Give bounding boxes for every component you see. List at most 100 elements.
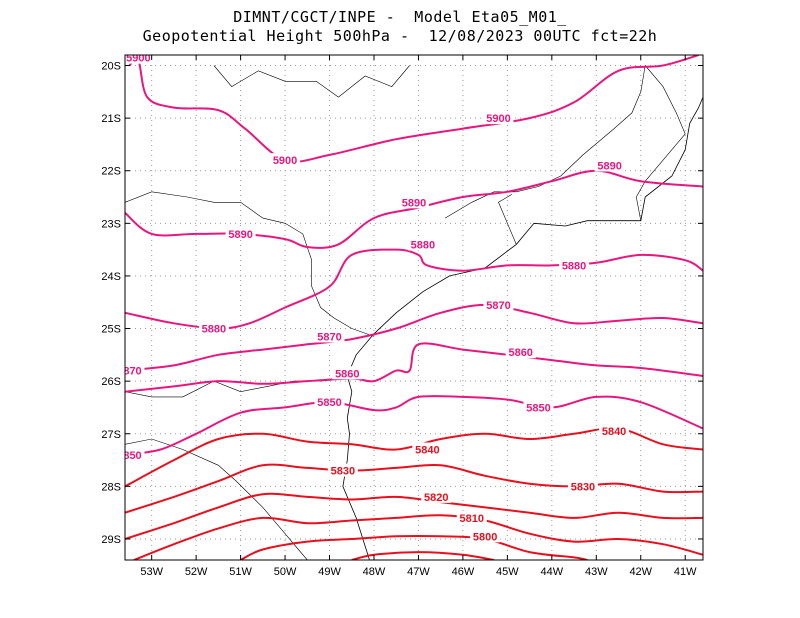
contour-label: 5870 xyxy=(317,331,341,343)
contour-5890: 5890 5890 5890 xyxy=(125,158,703,249)
contour-5820: 5820 xyxy=(125,489,703,540)
contour-label: 5860 xyxy=(508,347,532,359)
state-border xyxy=(125,438,308,560)
geography-layer xyxy=(125,65,703,560)
lat-tick-label: 22S xyxy=(101,166,121,178)
lon-tick-label: 52W xyxy=(185,566,208,578)
contour-label-background xyxy=(225,226,256,240)
contour-label: 5890 xyxy=(402,197,426,209)
axis-labels: 20S 21S 22S 23S 24S 25S 26S 27S 28S 29S 53W 52W 51W 5… xyxy=(101,55,703,578)
contour-label-background xyxy=(125,55,154,64)
lon-tick-label: 53W xyxy=(140,566,163,578)
contour-label-background xyxy=(270,153,301,167)
contour-label: 5850 xyxy=(117,450,141,462)
contour-5900: 5900 5900 5900 xyxy=(125,53,699,167)
lon-tick-label: 42W xyxy=(629,566,652,578)
map-title-line-1: DIMNT/CGCT/INPE - Model Eta05_M01_ xyxy=(233,8,567,26)
contour-label-background xyxy=(327,463,358,477)
contour-line xyxy=(351,551,495,560)
contour-label: 5850 xyxy=(317,397,341,409)
lat-tick-label: 25S xyxy=(101,324,121,336)
contour-line xyxy=(125,492,703,540)
contour-label-background xyxy=(314,395,345,409)
lon-tick-label: 45W xyxy=(496,566,519,578)
contour-line xyxy=(128,55,699,163)
lon-tick-label: 46W xyxy=(452,566,475,578)
contour-label: 5810 xyxy=(460,513,484,525)
lat-tick-label: 27S xyxy=(101,429,121,441)
contour-label-background xyxy=(412,442,443,456)
lat-tick-label: 20S xyxy=(101,61,121,73)
contour-line xyxy=(133,514,703,560)
contour-label-background xyxy=(198,321,229,335)
contour-line xyxy=(125,395,703,456)
contour-layer: 5900590059005890589058905880588058805870… xyxy=(117,53,703,560)
contour-label: 5800 xyxy=(473,531,497,543)
contour-label-background xyxy=(523,400,554,414)
lon-tick-label: 50W xyxy=(274,566,297,578)
contour-label: 5880 xyxy=(411,239,435,251)
contour-label-background xyxy=(125,447,145,461)
contour-label: 5880 xyxy=(562,260,586,272)
contour-label: 5900 xyxy=(486,113,510,125)
lat-tick-label: 29S xyxy=(101,534,121,546)
lon-tick-label: 44W xyxy=(541,566,564,578)
state-border xyxy=(213,65,410,98)
contour-label-background xyxy=(559,258,590,272)
lat-tick-label: 23S xyxy=(101,218,121,230)
lon-tick-label: 43W xyxy=(585,566,608,578)
contour-5800: 5800 xyxy=(240,529,588,560)
contour-label-background xyxy=(332,366,363,380)
contour-5830: 5830 5830 xyxy=(125,463,703,514)
contour-label: 5860 xyxy=(335,368,359,380)
contour-label: 5870 xyxy=(486,300,510,312)
contour-label: 5830 xyxy=(331,466,355,478)
contour-label: 5840 xyxy=(415,445,439,457)
contour-5810: 5810 xyxy=(133,510,703,560)
contour-5860: 5860 5860 xyxy=(125,342,703,393)
contour-label-background xyxy=(421,489,452,503)
map-frame xyxy=(124,54,704,561)
contour-label: 5850 xyxy=(526,402,550,414)
contour-line xyxy=(125,342,703,393)
contour-label-background xyxy=(470,529,501,543)
lon-tick-label: 47W xyxy=(407,566,430,578)
contour-label: 5820 xyxy=(424,492,448,504)
contour-label: 5880 xyxy=(202,324,226,336)
contour-5850: 5850 5850 5850 xyxy=(117,395,703,462)
contour-line xyxy=(125,248,703,330)
contour-label-background xyxy=(125,363,145,377)
contour-label: 5870 xyxy=(117,366,141,378)
state-border xyxy=(635,65,686,221)
lon-tick-label: 41W xyxy=(674,566,697,578)
contour-label-background xyxy=(456,510,487,524)
contour-label: 5830 xyxy=(571,481,595,493)
lon-tick-label: 48W xyxy=(363,566,386,578)
map-title-line-2: Geopotential Height 500hPa - 12/08/2023 … xyxy=(142,27,658,45)
contour-line xyxy=(240,535,588,560)
contour-label-background xyxy=(505,345,536,359)
contour-label-background xyxy=(407,237,438,251)
contour-line xyxy=(125,463,703,514)
contour-label: 5900 xyxy=(126,53,150,65)
contour-label-background xyxy=(483,297,514,311)
contour-label-background xyxy=(567,479,598,493)
lat-tick-label: 28S xyxy=(101,481,121,493)
lat-tick-label: 21S xyxy=(101,113,121,125)
contour-label: 5890 xyxy=(597,160,621,172)
contour-label: 5900 xyxy=(273,155,297,167)
contour-label-background xyxy=(599,424,630,438)
contour-5880: 5880 5880 5880 xyxy=(125,237,703,336)
contour-5870: 5870 5870 5870 xyxy=(117,297,703,378)
contour-label: 5890 xyxy=(228,229,252,241)
lon-tick-label: 49W xyxy=(318,566,341,578)
contour-line xyxy=(125,303,703,372)
contour-label-background xyxy=(483,111,514,125)
contour-5840: 5840 5840 xyxy=(125,424,703,488)
lat-tick-label: 26S xyxy=(101,376,121,388)
coastline xyxy=(342,96,703,560)
contour-label-background xyxy=(314,329,345,343)
contour-label-background xyxy=(399,195,429,209)
contour-label-background xyxy=(594,158,625,172)
